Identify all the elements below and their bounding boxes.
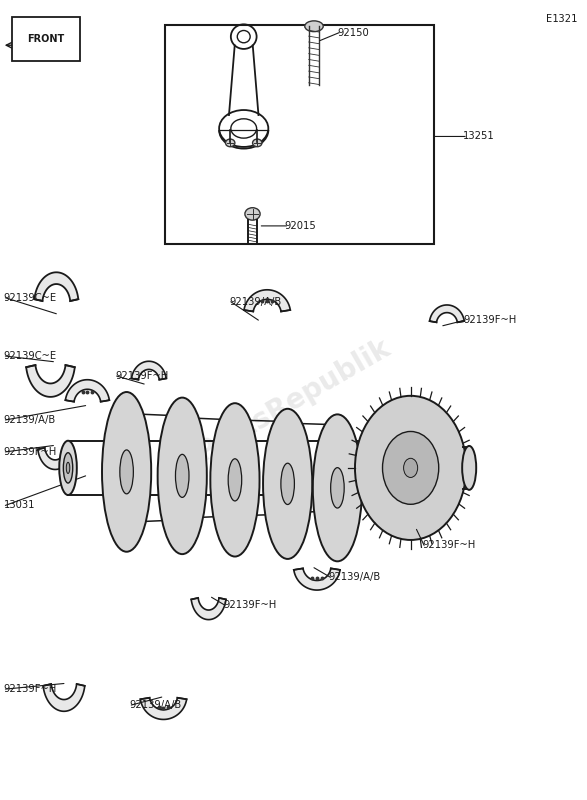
Ellipse shape	[66, 462, 70, 474]
Ellipse shape	[355, 396, 466, 540]
Ellipse shape	[228, 458, 242, 501]
Polygon shape	[244, 290, 291, 311]
FancyBboxPatch shape	[12, 17, 80, 61]
Ellipse shape	[252, 139, 262, 146]
Ellipse shape	[176, 454, 189, 498]
Ellipse shape	[305, 21, 323, 32]
Text: 92139F~H: 92139F~H	[422, 540, 475, 550]
Text: 92139C~E: 92139C~E	[4, 293, 57, 302]
Polygon shape	[191, 598, 226, 620]
Ellipse shape	[63, 453, 73, 483]
Polygon shape	[65, 380, 109, 402]
Ellipse shape	[158, 398, 207, 554]
Polygon shape	[294, 568, 340, 590]
Ellipse shape	[102, 392, 151, 552]
Text: 92139C~E: 92139C~E	[4, 351, 57, 361]
Ellipse shape	[263, 409, 312, 559]
Ellipse shape	[59, 441, 77, 495]
Text: 92139/A/B: 92139/A/B	[329, 572, 381, 582]
Ellipse shape	[281, 463, 295, 505]
Ellipse shape	[245, 208, 260, 220]
Ellipse shape	[210, 403, 259, 557]
Ellipse shape	[330, 468, 344, 508]
Text: FRONT: FRONT	[28, 34, 65, 44]
Ellipse shape	[383, 431, 438, 504]
Polygon shape	[35, 272, 78, 301]
Polygon shape	[43, 684, 85, 711]
Text: 92139/A/B: 92139/A/B	[130, 700, 182, 710]
Ellipse shape	[462, 446, 476, 490]
Ellipse shape	[120, 450, 133, 494]
Text: 92139/A/B: 92139/A/B	[4, 415, 56, 425]
Text: 13031: 13031	[4, 501, 35, 510]
Text: 92139F~H: 92139F~H	[4, 684, 57, 694]
Text: 92139/A/B: 92139/A/B	[229, 297, 281, 306]
Text: 92139F~H: 92139F~H	[4, 447, 57, 457]
Text: 13251: 13251	[463, 131, 495, 142]
Polygon shape	[38, 448, 73, 470]
Text: PartsRepublik: PartsRepublik	[191, 333, 396, 467]
Polygon shape	[140, 698, 187, 719]
Ellipse shape	[404, 458, 417, 478]
Ellipse shape	[313, 414, 362, 562]
Text: 92139F~H: 92139F~H	[223, 600, 276, 610]
Text: E1321: E1321	[546, 14, 578, 24]
Text: 92139F~H: 92139F~H	[463, 315, 517, 325]
Polygon shape	[26, 365, 75, 397]
Text: 92015: 92015	[285, 221, 316, 231]
Text: 92139F~H: 92139F~H	[115, 371, 168, 381]
Polygon shape	[430, 305, 464, 322]
Text: 92150: 92150	[338, 28, 369, 38]
Polygon shape	[404, 509, 441, 527]
Ellipse shape	[225, 139, 235, 146]
Polygon shape	[131, 362, 166, 380]
